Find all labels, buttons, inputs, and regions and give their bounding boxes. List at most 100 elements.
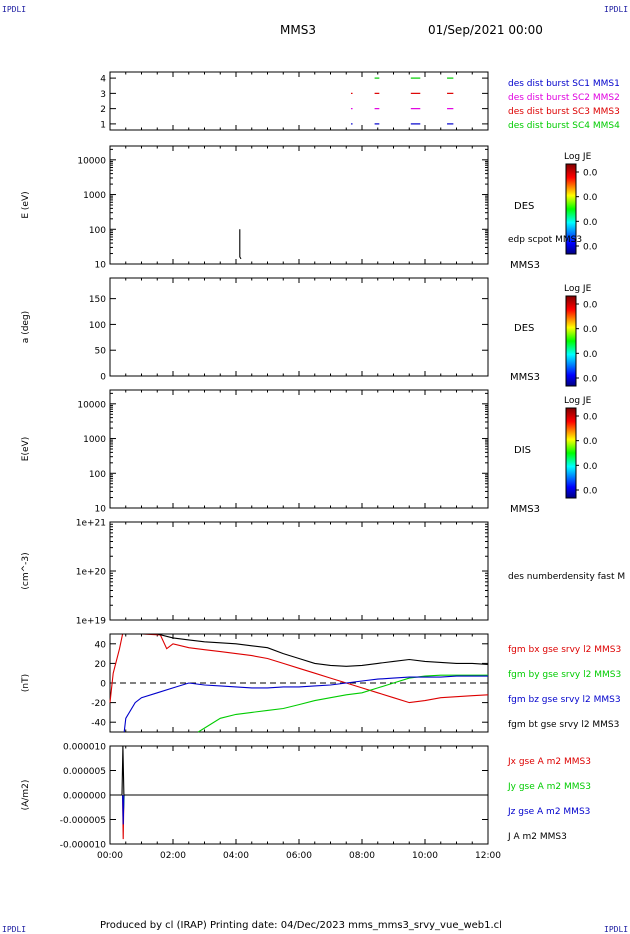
y-axis-label: (nT) (21, 674, 31, 692)
instrument-label: DIS (514, 445, 531, 456)
density-label: des numberdensity fast M (508, 572, 625, 582)
spacecraft-sublabel: MMS3 (510, 372, 540, 383)
panel-frame-1 (109, 145, 489, 265)
y-axis-label: (cm^-3) (21, 552, 31, 589)
burst-legend-entry: des dist burst SC2 MMS2 (508, 93, 620, 103)
series-legend-entry: fgm by gse srvy l2 MMS3 (508, 670, 621, 680)
spacecraft-sublabel: MMS3 (510, 504, 540, 515)
series-legend-entry: fgm bz gse srvy l2 MMS3 (508, 695, 621, 705)
corner-label-bottom-left: IPDLI (2, 925, 26, 934)
colorbar-tick-label: 0.0 (583, 243, 598, 253)
series-line (110, 633, 489, 667)
y-tick-label: 10 (95, 261, 107, 271)
y-tick-label: 0.000000 (63, 792, 106, 802)
colorbar (565, 295, 577, 387)
colorbar-tick-label: 0.0 (583, 350, 598, 360)
panel-frame-3 (109, 389, 489, 509)
y-tick-label: 10000 (77, 400, 106, 410)
colorbar-tick-label: 0.0 (583, 193, 598, 203)
panel-frame-0 (109, 71, 489, 131)
series-line (110, 745, 488, 796)
y-tick-label: -40 (91, 719, 106, 729)
colorbar-tick-label: 0.0 (583, 169, 598, 179)
series-line (123, 675, 488, 733)
instrument-label: DES (514, 201, 534, 212)
series-legend-entry: Jx gse A m2 MMS3 (507, 757, 591, 767)
panel-frame-4 (109, 521, 489, 621)
x-tick-label: 04:00 (223, 851, 249, 861)
footer-credit: Produced by cl (IRAP) Printing date: 04/… (100, 920, 502, 931)
colorbar (565, 407, 577, 499)
x-tick-label: 10:00 (412, 851, 438, 861)
colorbar-tick-label: 0.0 (583, 462, 598, 472)
series-line (122, 794, 125, 825)
y-tick-label: 1e+19 (76, 617, 107, 627)
y-axis-label: a (deg) (21, 311, 31, 343)
corner-label-top-left: IPDLI (2, 5, 26, 14)
colorbar (565, 163, 577, 255)
y-tick-label: 4 (100, 75, 106, 85)
y-tick-label: 1e+21 (76, 519, 106, 529)
y-tick-label: 100 (89, 470, 106, 480)
colorbar-tick-label: 0.0 (583, 437, 598, 447)
y-tick-label: 10 (95, 505, 107, 515)
colorbar-tick-label: 0.0 (583, 325, 598, 335)
datetime-title: 01/Sep/2021 00:00 (428, 23, 543, 37)
x-tick-label: 00:00 (97, 851, 123, 861)
overlay-label: edp scpot MMS3 (508, 235, 582, 245)
y-tick-label: 10000 (77, 156, 106, 166)
colorbar-tick-label: 0.0 (583, 487, 598, 497)
burst-legend-entry: des dist burst SC3 MMS3 (508, 107, 620, 117)
colorbar-tick-label: 0.0 (583, 375, 598, 385)
y-tick-label: 50 (95, 347, 107, 357)
series-legend-entry: fgm bt gse srvy l2 MMS3 (508, 720, 619, 730)
y-tick-label: 100 (89, 226, 106, 236)
colorbar-title: Log JE (564, 284, 592, 294)
colorbar-tick-label: 0.0 (583, 218, 598, 228)
y-tick-label: 40 (95, 640, 107, 650)
series-line (197, 674, 488, 733)
series-legend-entry: Jy gse A m2 MMS3 (507, 782, 591, 792)
y-tick-label: -0.000005 (60, 816, 106, 826)
y-tick-label: 0.000005 (63, 767, 106, 777)
y-axis-label: (A/m2) (21, 780, 31, 811)
y-axis-label: E (eV) (21, 191, 31, 218)
y-tick-label: 20 (95, 660, 107, 670)
colorbar-title: Log JE (564, 396, 592, 406)
x-tick-label: 02:00 (160, 851, 186, 861)
series-legend-entry: J A m2 MMS3 (507, 832, 567, 842)
corner-label-bottom-right: IPDLI (604, 925, 628, 934)
series-legend-entry: fgm bx gse srvy l2 MMS3 (508, 645, 621, 655)
x-tick-label: 06:00 (286, 851, 312, 861)
y-tick-label: -0.000010 (60, 841, 106, 851)
y-tick-label: 0.000010 (63, 743, 106, 753)
y-tick-label: 2 (100, 105, 106, 115)
y-tick-label: 0 (100, 680, 106, 690)
instrument-label: DES (514, 323, 534, 334)
colorbar-tick-label: 0.0 (583, 301, 598, 311)
y-tick-label: -20 (91, 699, 106, 709)
series-line (109, 633, 489, 704)
burst-legend-entry: des dist burst SC4 MMS4 (508, 121, 620, 131)
y-tick-label: 3 (100, 90, 106, 100)
y-tick-label: 1000 (83, 435, 106, 445)
series-legend-entry: Jz gse A m2 MMS3 (507, 807, 590, 817)
colorbar-title: Log JE (564, 152, 592, 162)
spacecraft-sublabel: MMS3 (510, 260, 540, 271)
panel-frame-2 (109, 277, 489, 377)
burst-legend-entry: des dist burst SC1 MMS1 (508, 79, 620, 89)
x-tick-label: 08:00 (349, 851, 375, 861)
y-axis-label: E(eV) (21, 437, 31, 461)
y-tick-label: 1 (100, 120, 106, 130)
y-tick-label: 100 (89, 321, 106, 331)
scpot-overlay-line (239, 229, 242, 260)
y-tick-label: 1000 (83, 191, 106, 201)
y-tick-label: 1e+20 (76, 568, 107, 578)
x-tick-label: 12:00 (475, 851, 501, 861)
y-tick-label: 150 (89, 295, 106, 305)
y-tick-label: 0 (100, 373, 106, 383)
colorbar-tick-label: 0.0 (583, 413, 598, 423)
spacecraft-title: MMS3 (280, 23, 316, 37)
corner-label-top-right: IPDLI (604, 5, 628, 14)
